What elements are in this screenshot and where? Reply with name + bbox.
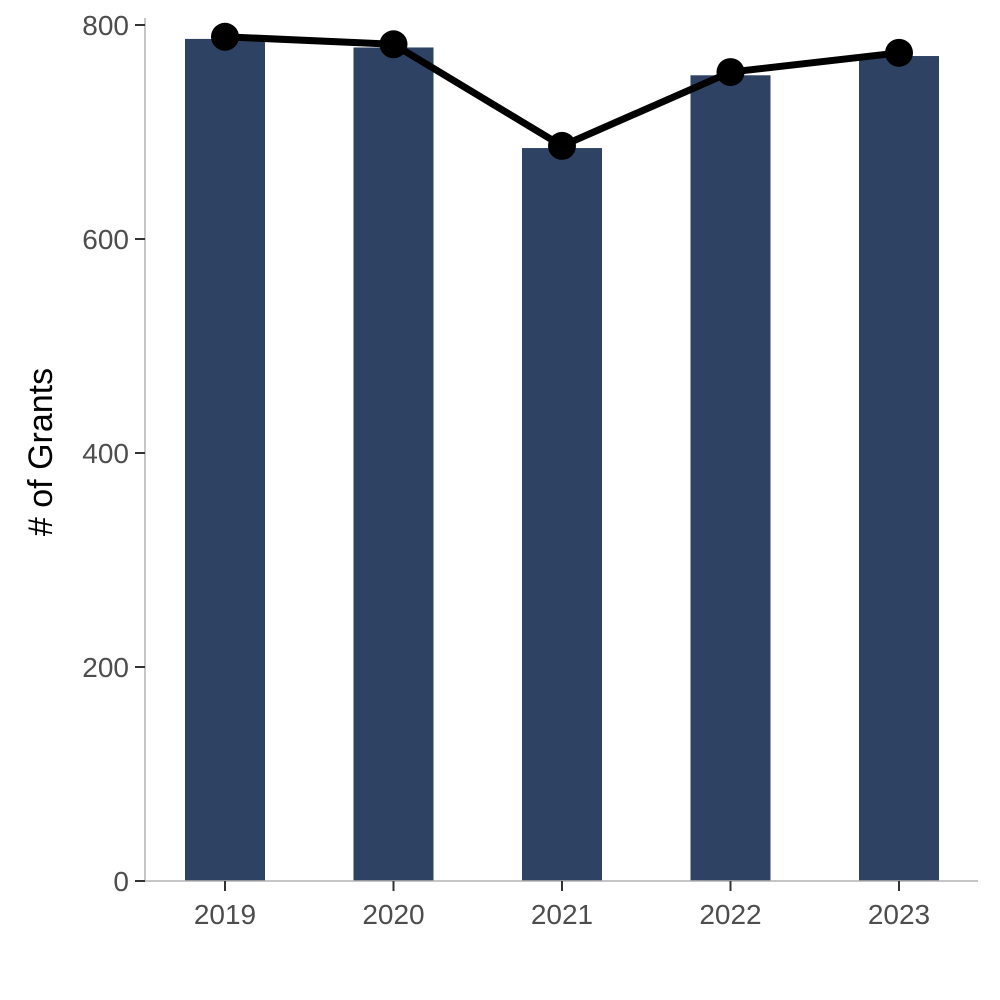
point-2020	[379, 30, 408, 59]
point-2019	[211, 22, 239, 51]
bar-2020	[353, 47, 434, 882]
y-tick-label: 400	[82, 438, 129, 469]
point-2022	[716, 58, 745, 87]
y-tick-label: 800	[82, 10, 129, 41]
x-tick-label: 2019	[194, 899, 256, 930]
y-tick-label: 0	[113, 866, 129, 897]
bar-2023	[859, 56, 939, 881]
x-tick-label: 2022	[699, 899, 761, 930]
y-tick-label: 200	[82, 652, 129, 683]
bars	[185, 38, 939, 882]
bar-2019	[185, 38, 265, 882]
bar-2021	[522, 148, 602, 882]
y-ticks: 0 200 400 600 800	[82, 10, 145, 897]
y-axis-title: # of Grants	[22, 368, 60, 536]
trend-line	[221, 33, 903, 150]
x-tick-label: 2021	[531, 899, 593, 930]
x-tick-label: 2023	[868, 899, 930, 930]
bar-2022	[690, 75, 771, 882]
x-ticks: 2019 2020 2021 2022 2023	[194, 881, 930, 930]
point-2023	[885, 38, 913, 67]
line-series	[211, 22, 913, 160]
x-tick-label: 2020	[362, 899, 424, 930]
point-2021	[548, 131, 576, 160]
y-tick-label: 600	[82, 224, 129, 255]
